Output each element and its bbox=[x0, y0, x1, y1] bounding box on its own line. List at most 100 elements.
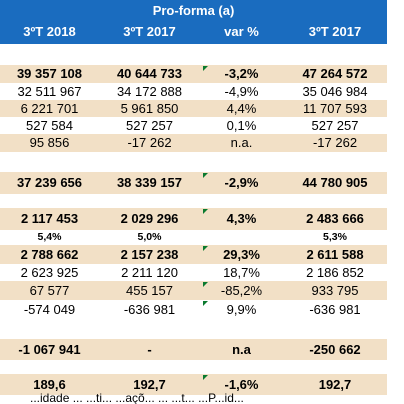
value-3t2017: 5,0% bbox=[99, 230, 200, 245]
cell-text: 29,3% bbox=[223, 247, 260, 262]
cell-text: -574 049 bbox=[23, 302, 76, 317]
value-3t2017-b: 2 611 588 bbox=[283, 245, 387, 264]
value-3t2017-b: -636 981 bbox=[283, 300, 387, 319]
column-header-3t2017: 3ºT 2017 bbox=[123, 24, 176, 39]
cell-text: -85,2% bbox=[220, 283, 263, 298]
cell-text: 4,4% bbox=[226, 101, 257, 116]
value-var: -85,2% bbox=[200, 281, 283, 300]
cell-text: -17 262 bbox=[312, 135, 358, 150]
footer-text: ...idade ... ...ti... ...açõ... ... ...t… bbox=[30, 392, 244, 404]
value-3t2017: - bbox=[99, 339, 200, 360]
cell-text: 6 221 701 bbox=[20, 101, 79, 116]
value-3t2017: 192,7 bbox=[99, 374, 200, 395]
cell-text: 37 239 656 bbox=[16, 175, 83, 190]
value-3t2018: 5,4% bbox=[0, 230, 99, 245]
value-var: -3,2% bbox=[200, 65, 283, 83]
cell-text: 2 029 296 bbox=[120, 211, 179, 226]
value-3t2017-b: 527 257 bbox=[283, 117, 387, 134]
cell-text: 5 961 850 bbox=[120, 101, 179, 116]
value-var: 0,1% bbox=[200, 117, 283, 134]
value-3t2017-b: -17 262 bbox=[283, 134, 387, 152]
value-3t2018: 2 117 453 bbox=[0, 208, 99, 230]
table-row: 39 357 108 40 644 733 -3,2% 47 264 572 bbox=[0, 65, 387, 83]
value-3t2017: 2 157 238 bbox=[99, 245, 200, 264]
error-flag-icon bbox=[203, 209, 208, 214]
table-row: 67 577 455 157 -85,2% 933 795 bbox=[0, 281, 387, 300]
value-var: n.a bbox=[200, 339, 283, 360]
cell-text: 933 795 bbox=[311, 283, 359, 298]
cell-text: 9,9% bbox=[226, 302, 257, 317]
cell-text: 47 264 572 bbox=[302, 66, 368, 81]
cell-text: 5,0% bbox=[137, 231, 162, 243]
cell-text: -250 662 bbox=[309, 342, 361, 357]
cell-text: 527 584 bbox=[26, 118, 73, 133]
value-3t2018: 32 511 967 bbox=[0, 83, 99, 100]
cell-text: 67 577 bbox=[29, 283, 70, 298]
error-flag-icon bbox=[203, 246, 208, 251]
column-header-var: var % bbox=[224, 24, 259, 39]
table-row: 37 239 656 38 339 157 -2,9% 44 780 905 bbox=[0, 172, 387, 194]
cell-text: 2 623 925 bbox=[20, 265, 79, 280]
cell-text: 40 644 733 bbox=[116, 66, 183, 81]
value-3t2018: 39 357 108 bbox=[0, 65, 99, 83]
value-3t2018: 189,6 bbox=[0, 374, 99, 395]
cell-text: 455 157 bbox=[126, 283, 173, 298]
value-3t2018: 6 221 701 bbox=[0, 100, 99, 117]
value-3t2018: -1 067 941 bbox=[0, 339, 99, 360]
cell-text: -1,6% bbox=[224, 377, 259, 392]
value-3t2017: 2 029 296 bbox=[99, 208, 200, 230]
error-flag-icon bbox=[203, 301, 208, 306]
table-row: 2 117 453 2 029 296 4,3% 2 483 666 bbox=[0, 208, 387, 230]
error-flag-icon bbox=[203, 173, 208, 178]
value-3t2017-b: 192,7 bbox=[283, 374, 387, 395]
column-header-3t2017-b: 3ºT 2017 bbox=[308, 24, 362, 39]
value-var: n.a. bbox=[200, 134, 283, 152]
cell-text: 189,6 bbox=[33, 377, 66, 392]
error-flag-icon bbox=[203, 375, 208, 380]
cell-text: -3,2% bbox=[224, 66, 259, 81]
value-3t2018: 2 788 662 bbox=[0, 245, 99, 264]
value-3t2017: -17 262 bbox=[99, 134, 200, 152]
cell-text: 18,7% bbox=[223, 265, 260, 280]
value-3t2017: 2 211 120 bbox=[99, 264, 200, 281]
cell-text: -636 981 bbox=[309, 302, 361, 317]
cell-text: 2 157 238 bbox=[120, 247, 179, 262]
cell-text: 11 707 593 bbox=[302, 101, 368, 116]
cell-text: 2 788 662 bbox=[20, 247, 79, 262]
cell-text: n.a. bbox=[230, 135, 253, 150]
cell-text: 5,3% bbox=[323, 231, 347, 243]
cell-text: 5,4% bbox=[37, 231, 62, 243]
cell-text: 38 339 157 bbox=[116, 175, 183, 190]
value-3t2017: 527 257 bbox=[99, 117, 200, 134]
cell-text: -636 981 bbox=[123, 302, 176, 317]
table-row: 32 511 967 34 172 888 -4,9% 35 046 984 bbox=[0, 83, 387, 100]
cell-text: 95 856 bbox=[29, 135, 70, 150]
cell-text: 2 117 453 bbox=[20, 211, 79, 226]
value-3t2018: 37 239 656 bbox=[0, 172, 99, 194]
table-row: 95 856 -17 262 n.a. -17 262 bbox=[0, 134, 387, 152]
table-row: -574 049 -636 981 9,9% -636 981 bbox=[0, 300, 387, 319]
error-flag-icon bbox=[203, 66, 208, 71]
value-var: -4,9% bbox=[200, 83, 283, 100]
cell-text: 34 172 888 bbox=[116, 84, 183, 99]
table-row: 2 623 925 2 211 120 18,7% 2 186 852 bbox=[0, 264, 387, 281]
value-var: 18,7% bbox=[200, 264, 283, 281]
cell-text: 32 511 967 bbox=[17, 84, 82, 99]
table-row: 527 584 527 257 0,1% 527 257 bbox=[0, 117, 387, 134]
value-3t2018: 67 577 bbox=[0, 281, 99, 300]
value-3t2017-b: -250 662 bbox=[283, 339, 387, 360]
value-3t2017: 40 644 733 bbox=[99, 65, 200, 83]
table-row: 5,4% 5,0% 5,3% bbox=[0, 230, 387, 245]
value-var: 9,9% bbox=[200, 300, 283, 319]
cell-text: 192,7 bbox=[133, 377, 166, 392]
cell-text: -1 067 941 bbox=[18, 342, 81, 357]
value-3t2017: 455 157 bbox=[99, 281, 200, 300]
cell-text: 0,1% bbox=[226, 118, 257, 133]
cell-text: 35 046 984 bbox=[302, 84, 368, 99]
value-3t2017-b: 2 483 666 bbox=[283, 208, 387, 230]
value-3t2017: 38 339 157 bbox=[99, 172, 200, 194]
cell-text: 2 483 666 bbox=[306, 211, 364, 226]
value-var: 4,4% bbox=[200, 100, 283, 117]
value-3t2017: 34 172 888 bbox=[99, 83, 200, 100]
